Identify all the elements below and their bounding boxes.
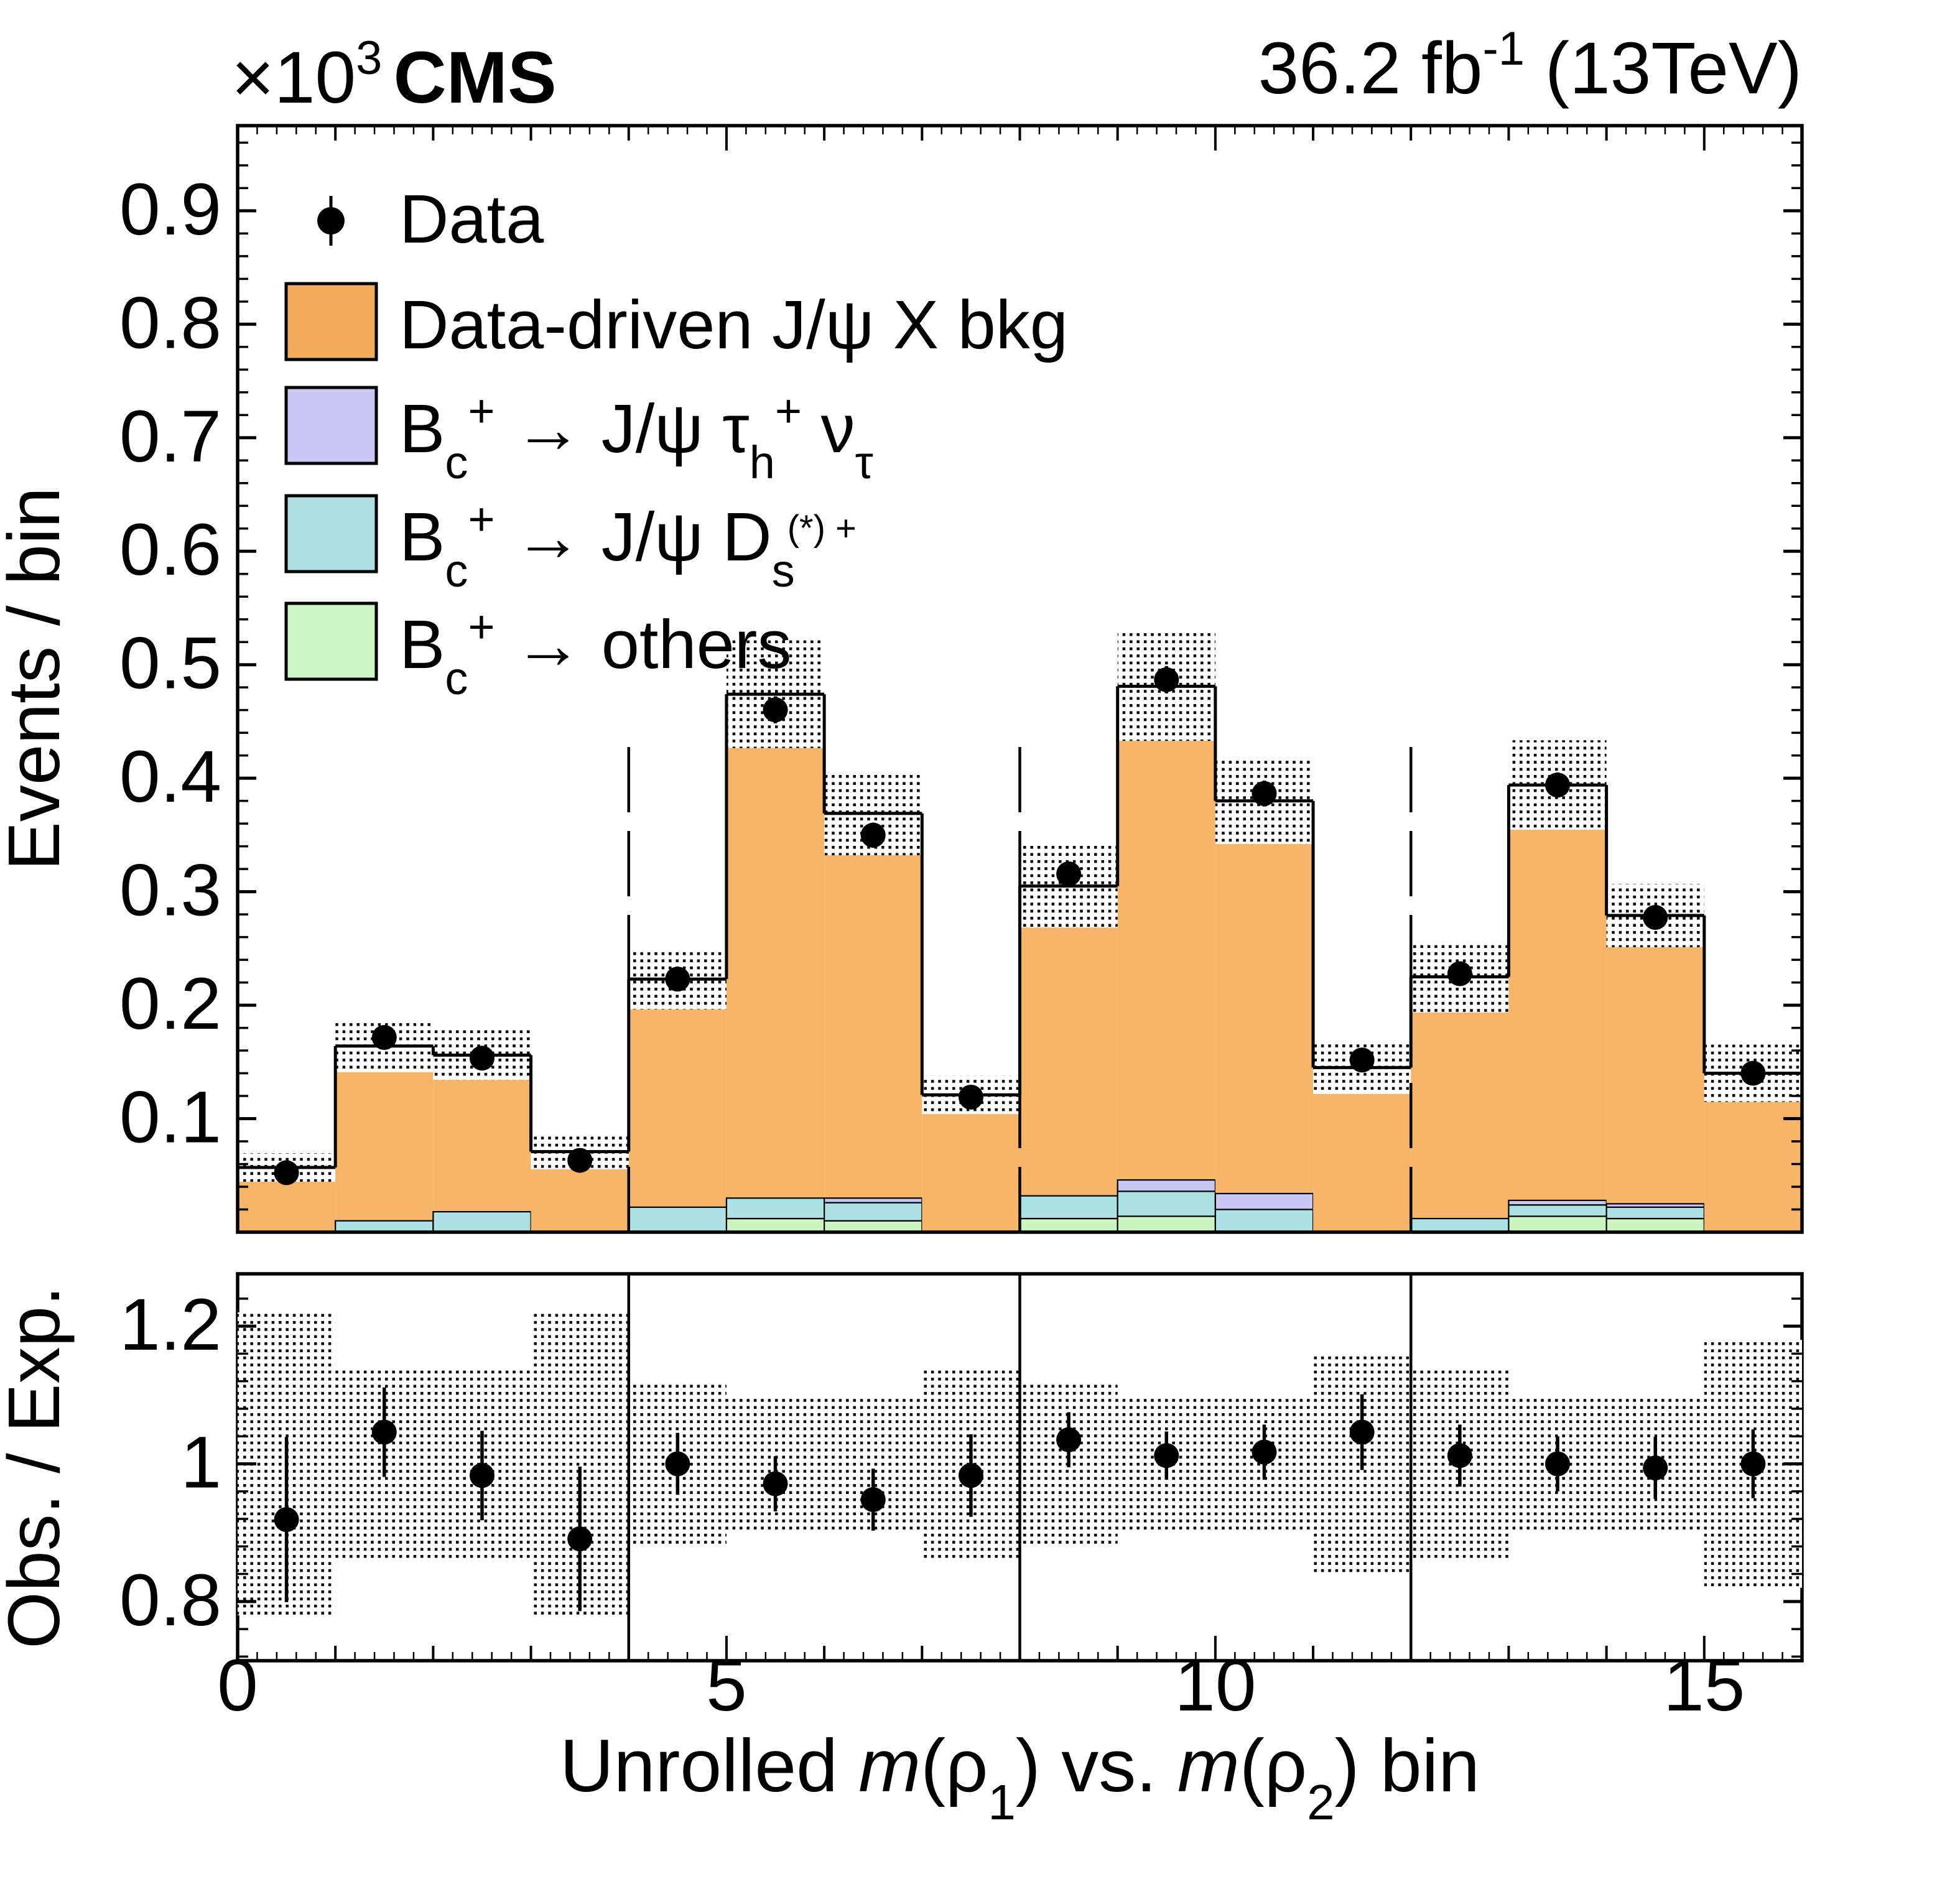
- svg-text:Data-driven J/ψ X bkg: Data-driven J/ψ X bkg: [399, 287, 1068, 363]
- svg-text:0.7: 0.7: [119, 396, 221, 478]
- svg-text:0.4: 0.4: [119, 736, 221, 818]
- svg-text:0.9: 0.9: [119, 169, 221, 251]
- svg-text:0.8: 0.8: [119, 1559, 221, 1641]
- svg-text:1.2: 1.2: [119, 1284, 221, 1366]
- svg-text:5: 5: [706, 1645, 747, 1727]
- svg-text:36.2 fb-1 (13TeV): 36.2 fb-1 (13TeV): [1258, 22, 1802, 109]
- svg-text:10: 10: [1174, 1645, 1256, 1727]
- svg-text:0: 0: [217, 1645, 258, 1727]
- svg-text:Data: Data: [399, 181, 544, 258]
- svg-text:0.5: 0.5: [119, 623, 221, 705]
- svg-text:0.2: 0.2: [119, 963, 221, 1045]
- svg-text:0.1: 0.1: [119, 1077, 221, 1159]
- svg-text:0.6: 0.6: [119, 509, 221, 591]
- svg-text:Obs. / Exp.: Obs. / Exp.: [0, 1286, 75, 1649]
- svg-text:0.3: 0.3: [119, 850, 221, 932]
- svg-text:1: 1: [180, 1421, 221, 1503]
- svg-text:0.8: 0.8: [119, 282, 221, 364]
- svg-text:Events / bin: Events / bin: [0, 487, 75, 871]
- svg-text:15: 15: [1663, 1645, 1745, 1727]
